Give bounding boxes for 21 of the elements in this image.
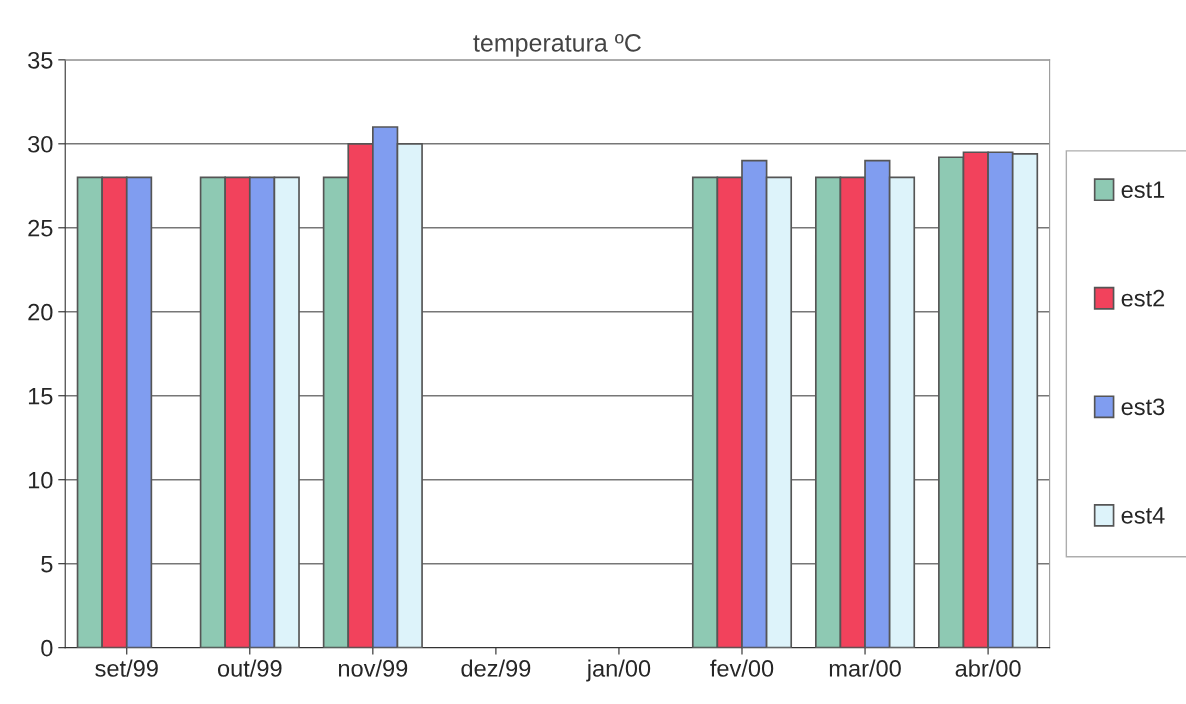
y-tick-label: 35 <box>28 51 53 69</box>
x-tick-label: nov/99 <box>338 659 408 677</box>
legend-label: est1 <box>1121 181 1165 199</box>
y-tick-label: 20 <box>28 303 53 321</box>
y-tick-label: 5 <box>41 556 53 573</box>
x-tick-label: jan/00 <box>586 659 651 682</box>
chart-title: temperatura ºC <box>473 34 641 57</box>
x-tick-label: out/99 <box>217 659 282 677</box>
x-tick-label: mar/00 <box>829 659 901 677</box>
x-tick-label: set/99 <box>95 659 158 677</box>
y-tick-label: 0 <box>41 639 53 657</box>
legend-label: est2 <box>1121 289 1165 307</box>
x-tick-label: abr/00 <box>955 659 1021 677</box>
legend-label: est3 <box>1121 398 1165 416</box>
y-tick-label: 25 <box>28 219 53 237</box>
y-tick-label: 10 <box>28 471 53 489</box>
y-tick-label: 15 <box>28 388 53 405</box>
y-tick-label: 30 <box>28 135 53 153</box>
x-tick-label: fev/00 <box>710 659 774 677</box>
x-tick-label: dez/99 <box>461 659 531 677</box>
legend-label: est4 <box>1121 507 1165 524</box>
